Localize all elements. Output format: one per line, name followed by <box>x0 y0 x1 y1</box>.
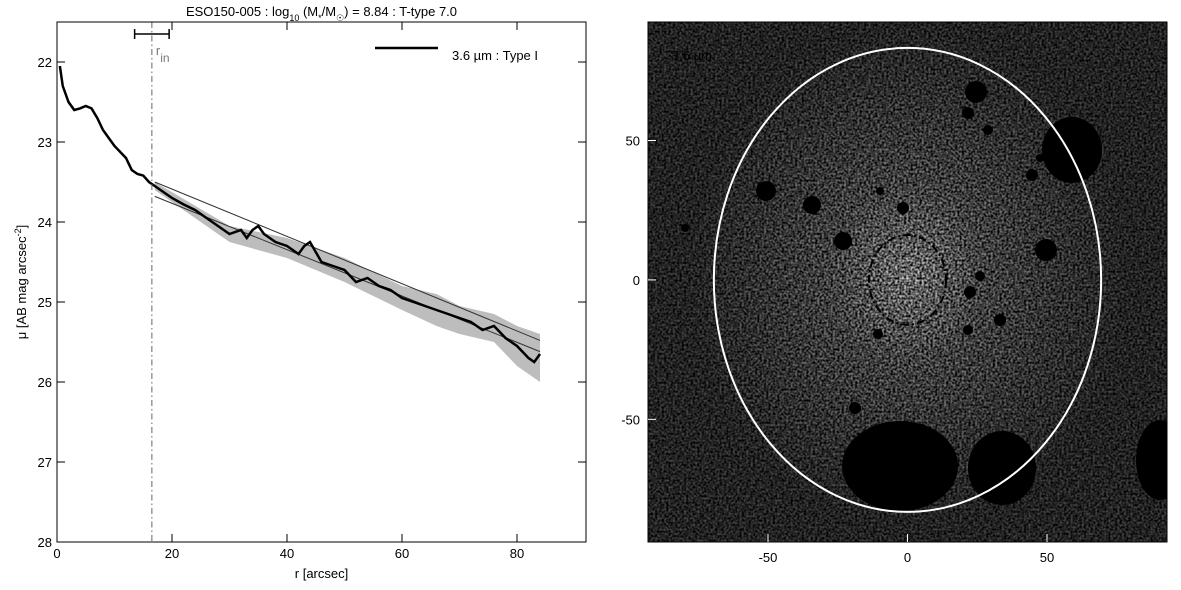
chart-title-part: 10 <box>289 13 299 23</box>
legend-label: 3.6 µm : Type I <box>452 48 538 63</box>
x-tick-label: 0 <box>53 546 60 561</box>
y-axis-label-part: ] <box>14 225 29 229</box>
profile-panel: 3.6 µm : Type I rin 0 20 40 60 80 22 23 24 25 26 27 2… <box>13 4 587 581</box>
y-tick-label: 28 <box>38 535 52 550</box>
x-tick-label: 60 <box>395 546 409 561</box>
y-tick-label: 22 <box>38 55 52 70</box>
x-tick-label: 80 <box>510 546 524 561</box>
profile-line <box>58 65 542 364</box>
chart-title-part: ) = 8.84 : T-type 7.0 <box>344 4 457 19</box>
y-axis-label-part: -2 <box>13 228 23 236</box>
masks <box>681 81 1167 511</box>
x-tick-label: 50 <box>1040 550 1054 565</box>
y-tick-label: 23 <box>38 135 52 150</box>
x-tick-label: 0 <box>904 550 911 565</box>
rin-label-main: r <box>156 43 161 58</box>
chart-title-part: ESO150-005 : log <box>186 4 289 19</box>
x-tick-label: -50 <box>759 550 778 565</box>
y-tick-label: 26 <box>38 375 52 390</box>
galaxy-image <box>648 22 1167 542</box>
x-tick-label: 20 <box>165 546 179 561</box>
error-band <box>154 182 540 382</box>
chart-title: ESO150-005 : log10 (M*/M☉) = 8.84 : T-ty… <box>186 4 457 23</box>
y-axis-label-part: μ [AB mag arcsec <box>14 236 29 339</box>
x-tick-label: 40 <box>280 546 294 561</box>
y-tick-label: 0 <box>633 273 640 288</box>
plot-frame <box>56 21 587 543</box>
fit-line <box>154 181 541 341</box>
chart-title-part: * <box>318 13 322 23</box>
y-tick-label: 27 <box>38 455 52 470</box>
chart-title-part: ☉ <box>336 13 344 23</box>
y-tick-label: 50 <box>626 133 640 148</box>
chart-title-part: /M <box>322 4 336 19</box>
y-tick-label: 25 <box>38 295 52 310</box>
y-tick-label: 24 <box>38 215 52 230</box>
x-axis-label: r [arcsec] <box>295 566 348 581</box>
aperture-ellipse <box>867 234 948 326</box>
rin-label: rin <box>156 43 170 65</box>
band-label: 3.6 µm <box>672 48 712 63</box>
chart-title-part: (M <box>299 4 318 19</box>
rin-label-sub: in <box>160 51 169 65</box>
image-panel: 3.6 µm -50 0 50 -50 0 50 <box>621 21 1168 565</box>
y-axis-label: μ [AB mag arcsec-2] <box>13 225 29 340</box>
y-tick-label: -50 <box>621 412 640 427</box>
aperture-ellipse <box>712 46 1103 513</box>
